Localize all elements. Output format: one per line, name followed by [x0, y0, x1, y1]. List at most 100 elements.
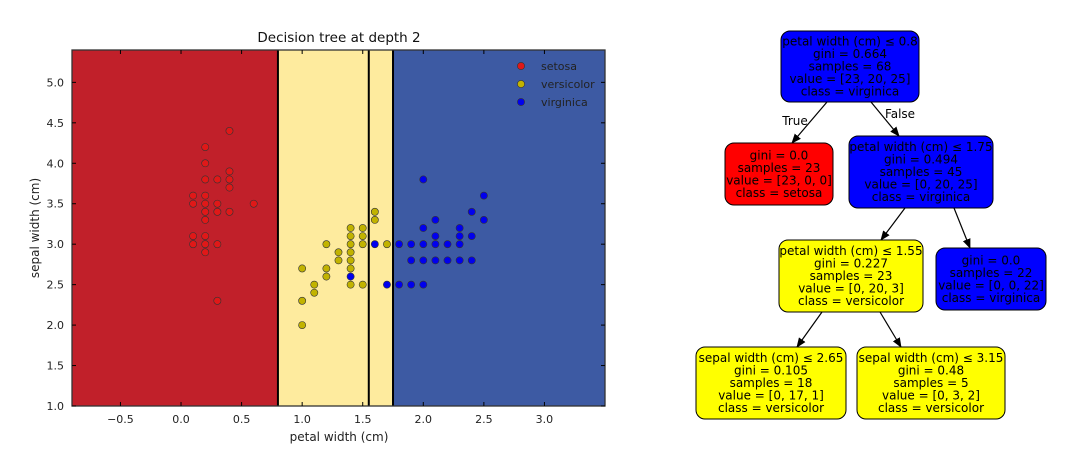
- x-tick-label: 2.5: [475, 413, 493, 426]
- point-setosa: [213, 199, 222, 208]
- chart-title: Decision tree at depth 2: [257, 30, 420, 46]
- point-setosa: [225, 207, 234, 216]
- plot-frame: [71, 49, 606, 407]
- point-versicolor: [298, 321, 307, 329]
- legend-marker-versicolor: [517, 80, 525, 88]
- y-tick-label: 5.0: [47, 76, 65, 89]
- point-setosa: [201, 175, 210, 184]
- point-versicolor: [310, 280, 319, 289]
- tree-node-line: petal width (cm) ≤ 1.55: [779, 244, 922, 258]
- decision-regions: [72, 50, 605, 406]
- x-tick-label: −0.5: [107, 413, 134, 426]
- point-setosa: [225, 167, 234, 176]
- y-tick-label: 4.0: [47, 157, 65, 170]
- point-virginica: [407, 240, 416, 249]
- tree-edge-n0-n1: [791, 101, 828, 144]
- region-versicolor: [277, 50, 394, 406]
- tree-node-line: sepal width (cm) ≤ 2.65: [699, 351, 844, 365]
- tree-node-box: [778, 239, 924, 313]
- region-setosa: [72, 50, 278, 406]
- point-setosa: [225, 175, 234, 184]
- x-tick-label: 0.0: [172, 413, 190, 426]
- x-ticks: −0.5 0.0 0.5 1.0 1.5 2.0 2.5 3.0: [107, 50, 553, 426]
- tree-node-line: petal width (cm) ≤ 0.8: [782, 35, 918, 49]
- tree-node-box: [848, 135, 994, 209]
- point-virginica: [419, 280, 428, 289]
- y-tick-label: 2.0: [47, 319, 65, 332]
- point-setosa: [201, 207, 210, 216]
- point-versicolor: [370, 216, 379, 224]
- x-tick-label: 1.0: [293, 413, 311, 426]
- point-virginica: [383, 280, 391, 289]
- point-setosa: [201, 216, 210, 224]
- split-lines: [276, 50, 395, 406]
- tree-node-box: [695, 346, 847, 420]
- point-setosa: [201, 199, 210, 208]
- point-versicolor: [334, 248, 343, 257]
- tree-node-line: class = virginica: [872, 190, 970, 204]
- point-virginica: [419, 224, 428, 232]
- point-versicolor: [358, 232, 367, 240]
- point-virginica: [407, 256, 416, 265]
- tree-node-line: samples = 22: [950, 266, 1033, 280]
- tree-edge-n3-n6: [879, 311, 902, 348]
- point-setosa: [225, 127, 234, 135]
- tree-node-line: gini = 0.0: [962, 253, 1021, 267]
- point-versicolor: [383, 240, 391, 249]
- point-virginica: [455, 224, 464, 232]
- legend-label-versicolor: versicolor: [541, 78, 595, 91]
- tree-edge-n0-n2: [870, 101, 900, 137]
- point-versicolor: [322, 264, 331, 273]
- tree-edge-label: False: [885, 107, 915, 121]
- tree-edges: True False: [781, 101, 971, 348]
- point-virginica: [346, 272, 355, 281]
- tree-node-line: value = [0, 0, 22]: [938, 278, 1044, 292]
- tree-node-line: value = [23, 20, 25]: [790, 72, 911, 86]
- point-versicolor: [346, 280, 355, 289]
- tree-node-line: value = [0, 3, 2]: [882, 389, 980, 403]
- tree-node-box: [856, 346, 1006, 420]
- point-setosa: [213, 240, 222, 249]
- point-versicolor: [370, 207, 379, 216]
- tree-node-line: samples = 45: [880, 165, 963, 179]
- tree-node-line: samples = 23: [810, 269, 893, 283]
- point-setosa: [249, 199, 258, 208]
- point-versicolor: [346, 232, 355, 240]
- tree-edge-n3-n5: [796, 311, 823, 348]
- point-virginica: [479, 191, 488, 200]
- tree-node-line: class = virginica: [942, 291, 1040, 305]
- point-setosa: [201, 159, 210, 168]
- y-tick-label: 1.0: [47, 400, 65, 413]
- tree-node-line: class = setosa: [736, 186, 823, 200]
- point-setosa: [189, 232, 198, 240]
- tree-node-line: gini = 0.664: [813, 47, 887, 61]
- point-setosa: [201, 232, 210, 240]
- tree-node-line: class = versicolor: [718, 401, 824, 415]
- tree-node-line: value = [0, 17, 1]: [718, 389, 824, 403]
- y-tick-label: 4.5: [47, 117, 65, 130]
- point-virginica: [455, 256, 464, 265]
- tree-node-line: samples = 18: [730, 376, 813, 390]
- point-virginica: [431, 216, 440, 224]
- point-virginica: [467, 232, 476, 240]
- tree-node-line: class = versicolor: [878, 401, 984, 415]
- tree-node-line: gini = 0.227: [814, 257, 888, 271]
- legend-marker-virginica: [517, 98, 525, 106]
- tree-node-line: gini = 0.0: [750, 148, 809, 162]
- point-virginica: [479, 216, 488, 224]
- point-virginica: [395, 280, 403, 289]
- point-setosa: [213, 207, 222, 216]
- point-versicolor: [358, 240, 367, 249]
- legend-label-virginica: virginica: [541, 96, 588, 109]
- point-versicolor: [346, 248, 355, 257]
- point-setosa: [201, 240, 210, 249]
- y-ticks: 1.0 1.5 2.0 2.5 3.0 3.5 4.0 4.5 5.0: [47, 76, 605, 413]
- point-versicolor: [346, 264, 355, 273]
